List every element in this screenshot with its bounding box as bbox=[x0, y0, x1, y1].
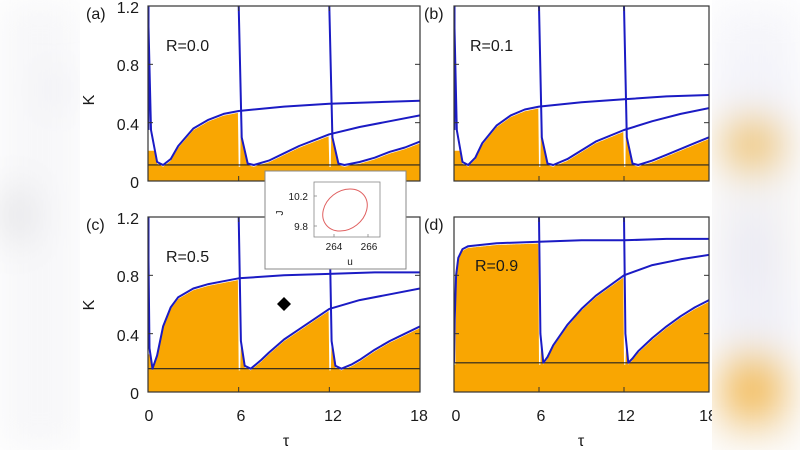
panel-c bbox=[147, 216, 421, 393]
inset-xlabel: u bbox=[347, 257, 353, 268]
inset: 10.2 9.8 264 266 u J bbox=[264, 170, 407, 270]
figure: (a) (b) (c) (d) 1.2 0.8 0.4 0 1.2 0.8 0.… bbox=[80, 0, 712, 450]
ytick-c-0.8: 0.8 bbox=[117, 269, 139, 286]
annotation-r-b: R=0.1 bbox=[470, 38, 513, 55]
x-axis-title-c: τ bbox=[283, 433, 290, 450]
panel-label-a: (a) bbox=[86, 6, 106, 23]
filled-region bbox=[148, 280, 420, 392]
ytick-a-0.4: 0.4 bbox=[117, 117, 139, 134]
curve-branch-1 bbox=[237, 6, 420, 166]
panel-label-c: (c) bbox=[86, 217, 105, 234]
xtick-c-6: 6 bbox=[237, 408, 246, 425]
filled-region bbox=[148, 106, 420, 181]
annotation-r-a: R=0.0 bbox=[166, 38, 209, 55]
ytick-a-1.2: 1.2 bbox=[117, 0, 139, 17]
curve-branch-2 bbox=[328, 6, 420, 166]
ytick-c-1.2: 1.2 bbox=[117, 211, 139, 228]
ytick-a-0.8: 0.8 bbox=[117, 58, 139, 75]
inset-ytick-10.2: 10.2 bbox=[289, 192, 309, 203]
y-axis-title-bottom: K bbox=[81, 299, 98, 310]
ytick-a-0: 0 bbox=[130, 175, 139, 192]
panel-b bbox=[453, 5, 710, 182]
curve-branch-0 bbox=[454, 6, 709, 166]
ytick-c-0: 0 bbox=[130, 386, 139, 403]
xtick-d-6: 6 bbox=[537, 408, 546, 425]
plot-frame bbox=[453, 216, 710, 393]
xtick-c-0: 0 bbox=[145, 408, 154, 425]
xtick-d-0: 0 bbox=[452, 408, 461, 425]
curve-branch-2 bbox=[623, 217, 709, 364]
xtick-d-12: 12 bbox=[617, 408, 635, 425]
panel-label-d: (d) bbox=[424, 217, 444, 234]
panel-label-b: (b) bbox=[424, 6, 444, 23]
ytick-c-0.4: 0.4 bbox=[117, 328, 139, 345]
curve-branch-0 bbox=[148, 6, 420, 166]
filled-region bbox=[454, 106, 709, 181]
inset-xtick-266: 266 bbox=[361, 242, 378, 253]
y-axis-title-top: K bbox=[81, 94, 98, 105]
filled-region bbox=[454, 243, 709, 392]
inset-ylabel: J bbox=[275, 211, 286, 216]
curve-branch-0 bbox=[148, 217, 420, 370]
curve-branch-1 bbox=[538, 6, 709, 166]
inset-limit-cycle bbox=[322, 188, 368, 232]
panel-a bbox=[147, 5, 421, 182]
xtick-c-12: 12 bbox=[324, 408, 342, 425]
background-blur-right bbox=[712, 0, 800, 450]
xtick-d-18: 18 bbox=[699, 408, 712, 425]
annotation-r-c: R=0.5 bbox=[166, 249, 209, 266]
panel-d bbox=[453, 216, 710, 393]
curve-branch-2 bbox=[328, 217, 420, 370]
curve-branch-1 bbox=[237, 217, 420, 370]
plot-frame bbox=[453, 5, 710, 182]
inset-xtick-264: 264 bbox=[326, 242, 343, 253]
curve-branch-1 bbox=[538, 217, 709, 364]
curve-branch-2 bbox=[623, 6, 709, 166]
inset-axes bbox=[313, 181, 381, 238]
background-blur-left bbox=[0, 0, 80, 450]
xtick-c-18: 18 bbox=[410, 408, 428, 425]
figure-canvas: (a) (b) (c) (d) 1.2 0.8 0.4 0 1.2 0.8 0.… bbox=[81, 0, 712, 450]
annotation-r-d: R=0.9 bbox=[475, 258, 518, 275]
x-axis-title-d: τ bbox=[578, 433, 585, 450]
inset-ytick-9.8: 9.8 bbox=[294, 222, 308, 233]
diamond-marker bbox=[277, 297, 291, 311]
